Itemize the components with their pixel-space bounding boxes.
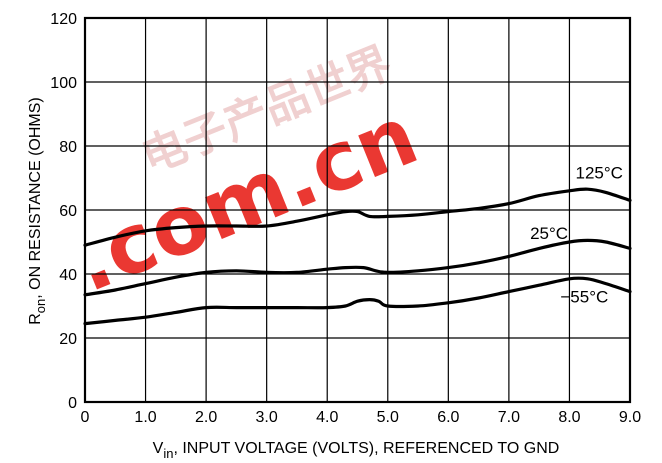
series-minus55c-line	[83, 276, 632, 326]
y-tick-label: 40	[59, 267, 77, 284]
y-tick-label: 100	[50, 75, 77, 92]
y-tick-label: 120	[50, 11, 77, 28]
y-tick-labels: 0 20 40 60 80 100 120	[50, 11, 77, 412]
y-tick-label: 80	[59, 139, 77, 156]
x-tick-label: 2.0	[195, 409, 217, 426]
y-axis-title: Ron, ON RESISTANCE (OHMS)	[27, 97, 48, 325]
x-axis-rest: , INPUT VOLTAGE (VOLTS), REFERENCED TO G…	[173, 440, 559, 457]
x-tick-label: 4.0	[316, 409, 338, 426]
x-axis-title: Vin, INPUT VOLTAGE (VOLTS), REFERENCED T…	[153, 440, 560, 461]
series-group	[83, 187, 632, 326]
curve-label: 125°C	[576, 163, 623, 182]
series-25c-line	[83, 238, 632, 297]
x-tick-label: 3.0	[256, 409, 278, 426]
x-tick-label: 6.0	[437, 409, 459, 426]
plot-border	[83, 16, 632, 404]
curve-label: 25°C	[530, 224, 568, 243]
y-tick-label: 60	[59, 203, 77, 220]
x-tick-label: 5.0	[377, 409, 399, 426]
y-axis-symbol: R	[27, 313, 44, 325]
curve-labels: 125°C 25°C −55°C	[530, 163, 623, 306]
x-axis-symbol: V	[153, 440, 164, 457]
y-tick-label: 0	[68, 395, 77, 412]
series-125c-line	[83, 187, 632, 247]
y-tick-label: 20	[59, 331, 77, 348]
x-tick-label: 8.0	[558, 409, 580, 426]
x-axis-subscript: in	[163, 446, 173, 461]
curve-label: −55°C	[560, 288, 608, 307]
y-axis-subscript: on	[33, 299, 48, 313]
plot-frame	[83, 16, 632, 404]
x-tick-label: 1.0	[134, 409, 156, 426]
x-tick-label: 7.0	[498, 409, 520, 426]
x-tick-label: 0	[81, 409, 90, 426]
x-tick-label: 9.0	[619, 409, 641, 426]
x-tick-labels: 0 1.0 2.0 3.0 4.0 5.0 6.0 7.0 8.0 9.0	[81, 409, 642, 426]
y-axis-rest: , ON RESISTANCE (OHMS)	[27, 97, 44, 299]
